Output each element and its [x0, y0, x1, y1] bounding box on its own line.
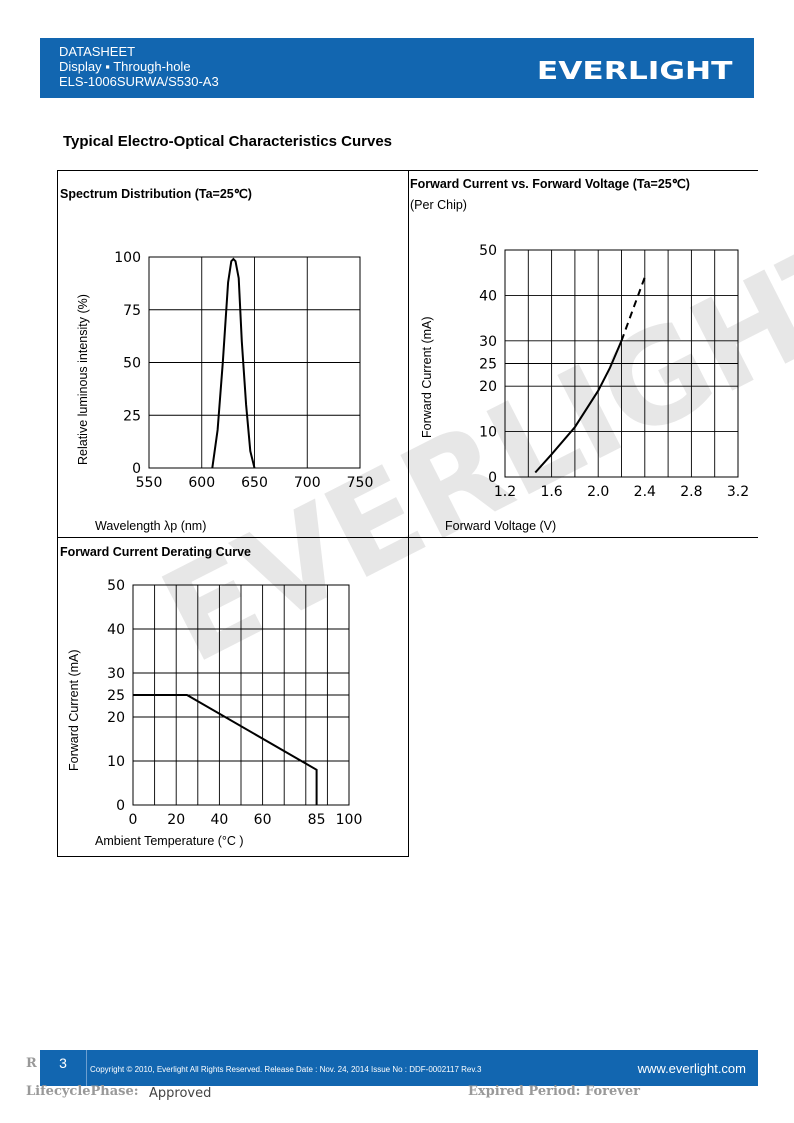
- panel-frame: [57, 170, 409, 857]
- iv-title: Forward Current vs. Forward Voltage (Ta=…: [410, 177, 690, 191]
- panel-frame-right: [408, 170, 758, 538]
- spectrum-xlabel: Wavelength λp (nm): [95, 519, 207, 533]
- page-number: 3: [40, 1050, 87, 1086]
- doc-type: DATASHEET: [59, 44, 136, 59]
- spectrum-ylabel: Relative luminous intensity (%): [76, 294, 90, 465]
- part-number: ELS-1006SURWA/S530-A3: [59, 74, 219, 89]
- lifecycle-label: LifecyclePhase:: [26, 1084, 139, 1099]
- header-bar: DATASHEET Display ▪ Through-hole ELS-100…: [40, 38, 754, 98]
- iv-subtitle: (Per Chip): [410, 198, 467, 212]
- copyright-text: Copyright © 2010, Everlight All Rights R…: [90, 1065, 482, 1074]
- iv-xlabel: Forward Voltage (V): [445, 519, 557, 533]
- header-text: DATASHEET Display ▪ Through-hole ELS-100…: [59, 44, 219, 89]
- lifecycle-value: Approved: [149, 1086, 212, 1101]
- underlay-r: R: [26, 1056, 37, 1071]
- brand-logo: EVERLIGHT: [536, 56, 732, 85]
- website-link[interactable]: www.everlight.com: [637, 1061, 746, 1076]
- spectrum-title: Spectrum Distribution (Ta=25℃): [60, 187, 252, 201]
- iv-ylabel: Forward Current (mA): [420, 316, 434, 438]
- derating-ylabel: Forward Current (mA): [67, 649, 81, 771]
- derating-xlabel: Ambient Temperature (°C ): [95, 834, 244, 848]
- footer-bar: 3 Copyright © 2010, Everlight All Rights…: [40, 1050, 758, 1086]
- derating-title: Forward Current Derating Curve: [60, 545, 252, 559]
- expired-period: Expired Period: Forever: [468, 1084, 640, 1099]
- product-category: Display ▪ Through-hole: [59, 59, 191, 74]
- section-title: Typical Electro-Optical Characteristics …: [63, 133, 393, 150]
